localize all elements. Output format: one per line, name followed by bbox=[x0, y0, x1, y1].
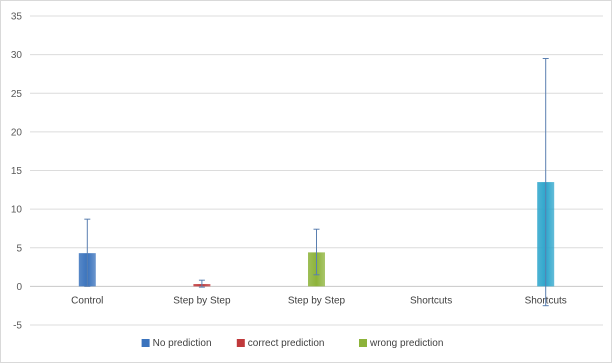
category-label: Step by Step bbox=[288, 295, 346, 306]
y-tick-label: 20 bbox=[11, 127, 23, 138]
legend-label: No prediction bbox=[153, 338, 212, 349]
y-tick-label: 25 bbox=[11, 89, 23, 100]
y-tick-label: 30 bbox=[11, 50, 23, 61]
legend-label: wrong prediction bbox=[369, 338, 443, 349]
y-tick-label: 35 bbox=[11, 12, 23, 23]
category-label: Step by Step bbox=[173, 295, 231, 306]
category-label: Shortcuts bbox=[410, 295, 452, 306]
category-label: Control bbox=[71, 295, 103, 306]
legend-swatch bbox=[142, 339, 150, 347]
y-tick-label: 10 bbox=[11, 205, 23, 216]
legend-swatch bbox=[359, 339, 367, 347]
y-tick-label: 15 bbox=[11, 166, 23, 177]
legend-swatch bbox=[237, 339, 245, 347]
y-tick-label: 5 bbox=[16, 243, 22, 254]
y-tick-label: 0 bbox=[16, 282, 22, 293]
y-tick-label: -5 bbox=[13, 321, 22, 332]
legend-label: correct prediction bbox=[248, 338, 325, 349]
